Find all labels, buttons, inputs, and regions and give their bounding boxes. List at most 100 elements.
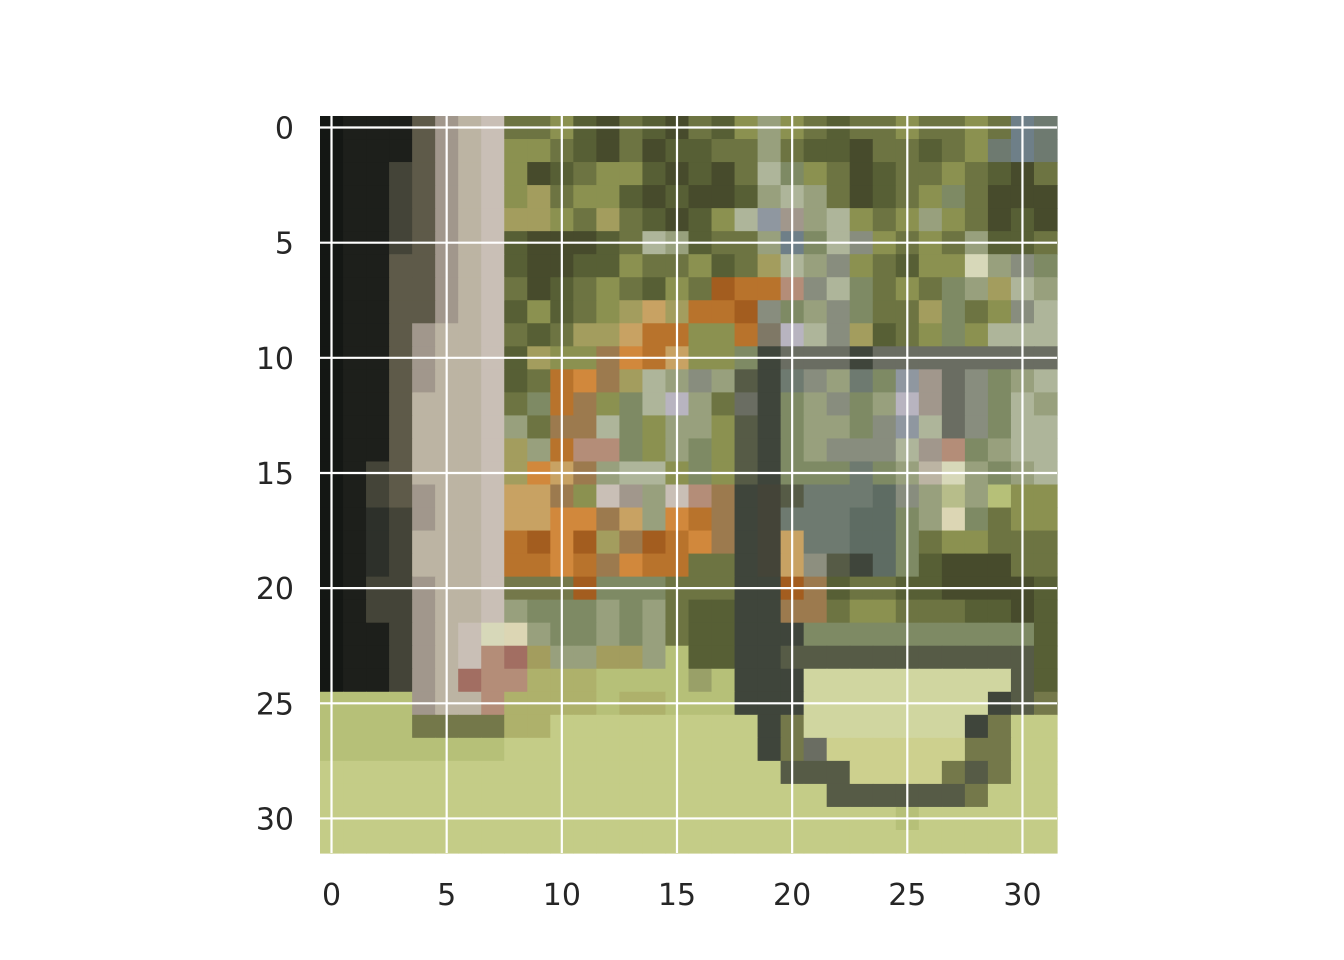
pixel <box>527 737 551 762</box>
pixel <box>849 484 874 509</box>
y-tick-label: 25 <box>256 687 294 722</box>
pixel <box>964 185 989 209</box>
pixel <box>458 668 482 693</box>
pixel <box>596 139 621 163</box>
pixel <box>688 162 713 186</box>
pixel <box>688 254 713 278</box>
pixel <box>458 369 482 393</box>
pixel <box>987 254 1012 278</box>
pixel <box>366 162 390 186</box>
pixel <box>458 392 482 417</box>
pixel <box>826 323 851 347</box>
pixel <box>642 599 667 624</box>
pixel <box>734 254 759 278</box>
pixel <box>389 323 413 347</box>
pixel <box>1033 599 1058 624</box>
pixel <box>688 300 713 324</box>
pixel <box>941 300 966 324</box>
pixel <box>803 392 828 417</box>
pixel <box>343 392 367 417</box>
pixel <box>1033 369 1058 393</box>
pixel <box>826 208 851 232</box>
pixel <box>803 300 828 324</box>
pixel <box>941 783 966 808</box>
pixel <box>573 323 597 347</box>
pixel <box>343 139 367 163</box>
pixel <box>619 300 644 324</box>
pixel <box>343 507 367 532</box>
pixel <box>527 277 551 301</box>
pixel <box>688 484 713 509</box>
pixel <box>412 737 436 762</box>
pixel <box>1033 530 1058 555</box>
pixel <box>619 139 644 163</box>
pixel <box>872 783 897 808</box>
pixel <box>803 208 828 232</box>
pixel <box>527 760 551 785</box>
pixel <box>1033 668 1058 693</box>
pixel <box>573 185 597 209</box>
pixel <box>412 507 436 532</box>
pixel <box>458 438 482 463</box>
pixel <box>642 323 667 347</box>
pixel <box>343 645 367 670</box>
pixel <box>366 507 390 532</box>
pixel <box>872 507 897 532</box>
pixel <box>918 530 943 555</box>
pixel <box>619 254 644 278</box>
pixel <box>481 484 505 509</box>
x-tick-label: 5 <box>437 878 456 913</box>
pixel <box>964 829 989 854</box>
pixel <box>1033 277 1058 301</box>
pixel <box>573 438 597 463</box>
pixel <box>389 277 413 301</box>
pixel <box>918 438 943 463</box>
pixel <box>803 668 828 693</box>
pixel <box>734 760 759 785</box>
pixel <box>987 714 1012 739</box>
pixel <box>366 714 390 739</box>
pixel <box>573 599 597 624</box>
pixel <box>389 737 413 762</box>
pixel <box>573 162 597 186</box>
pixel <box>573 530 597 555</box>
pixel <box>504 714 528 739</box>
pixel <box>964 369 989 393</box>
pixel <box>734 530 759 555</box>
pixel <box>1033 714 1058 739</box>
pixel <box>757 737 782 762</box>
pixel <box>1033 737 1058 762</box>
pixel <box>711 599 736 624</box>
pixel <box>734 829 759 854</box>
x-tick-label: 15 <box>658 878 696 913</box>
pixel <box>987 162 1012 186</box>
pixel <box>389 783 413 808</box>
pixel <box>734 323 759 347</box>
pixel <box>711 139 736 163</box>
pixel <box>642 438 667 463</box>
pixel <box>527 300 551 324</box>
pixel <box>481 645 505 670</box>
pixel <box>596 645 621 670</box>
pixel <box>596 553 621 578</box>
pixel <box>826 507 851 532</box>
pixel <box>757 507 782 532</box>
pixel <box>872 599 897 624</box>
pixel <box>527 829 551 854</box>
pixel <box>987 139 1012 163</box>
pixel <box>688 668 713 693</box>
pixel <box>504 783 528 808</box>
pixel <box>918 783 943 808</box>
pixel <box>573 139 597 163</box>
pixel <box>757 323 782 347</box>
pixel <box>849 507 874 532</box>
pixel <box>343 415 367 440</box>
pixel <box>849 415 874 440</box>
pixel <box>389 668 413 693</box>
pixel <box>757 829 782 854</box>
pixel <box>504 484 528 509</box>
pixel <box>757 530 782 555</box>
pixel <box>458 208 482 232</box>
pixel <box>481 369 505 393</box>
pixel <box>872 829 897 854</box>
